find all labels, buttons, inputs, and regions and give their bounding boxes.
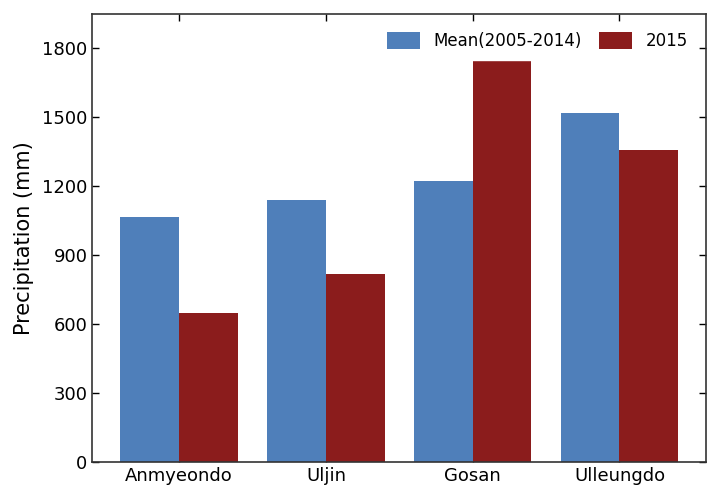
Bar	[267, 200, 326, 462]
Y-axis label: Precipitation (mm): Precipitation (mm)	[14, 141, 34, 335]
Legend: Mean(2005-2014), 2015: Mean(2005-2014), 2015	[377, 22, 698, 60]
Bar	[179, 313, 238, 462]
Bar	[120, 218, 179, 462]
Bar	[473, 51, 531, 462]
Bar	[619, 150, 678, 462]
Bar	[414, 181, 473, 462]
Bar	[326, 274, 384, 462]
Bar	[561, 113, 619, 462]
